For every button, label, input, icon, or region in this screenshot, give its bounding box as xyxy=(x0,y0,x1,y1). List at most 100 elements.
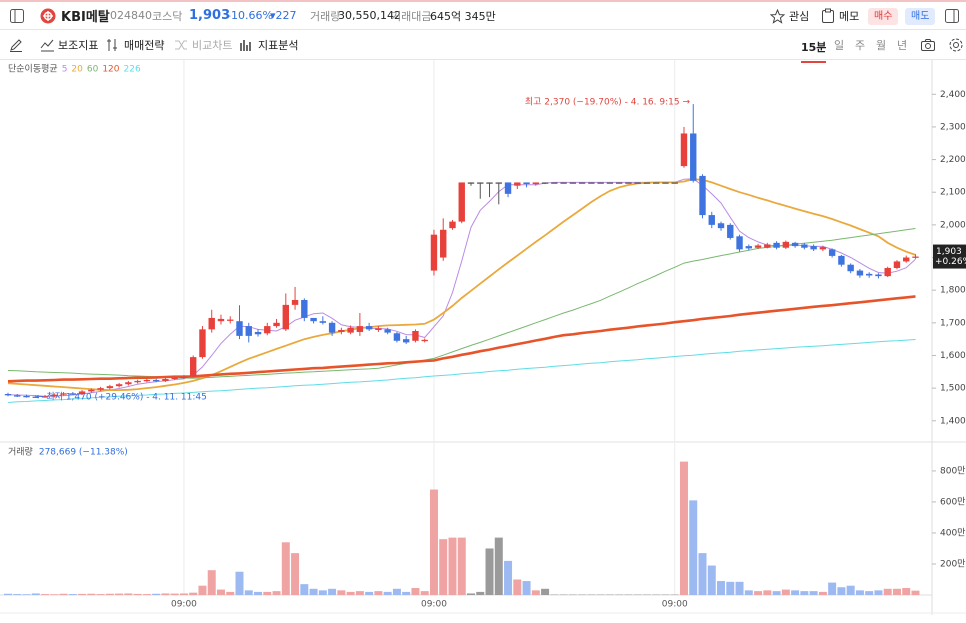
candle-body xyxy=(671,182,678,184)
volume-bar xyxy=(717,581,726,595)
volume-bar xyxy=(911,590,920,595)
strategy-icon[interactable] xyxy=(106,38,120,52)
moving-average-line xyxy=(7,295,916,383)
draw-icon[interactable] xyxy=(9,38,23,52)
x-tick-label: 09:00 xyxy=(421,600,447,610)
volume-bar xyxy=(698,553,707,595)
candle-body xyxy=(754,245,762,248)
candle-body xyxy=(245,326,252,336)
candle-body xyxy=(819,247,827,250)
volume-bar xyxy=(13,594,22,595)
low-annotation: ← 최저 1,470 (+29.46%) - 4. 11. 11:45 xyxy=(36,392,207,403)
period-tab[interactable]: 월 xyxy=(876,38,887,52)
sidebar-icon[interactable] xyxy=(9,8,25,24)
price-tag-value: 1,903 xyxy=(936,247,962,257)
header-bar: KBI메탈 024840 코스닥 1,903 -10.66% ▾227 거래량 … xyxy=(0,0,966,30)
volume-bar xyxy=(328,588,337,595)
candle-body xyxy=(227,319,234,321)
watch-button[interactable]: 관심 xyxy=(789,9,810,23)
volume-bar xyxy=(152,593,161,595)
period-tab[interactable]: 일 xyxy=(834,38,845,52)
candle-body xyxy=(912,256,919,258)
candle-body xyxy=(875,274,882,277)
candle-body xyxy=(393,333,401,341)
candle-body xyxy=(551,182,558,184)
volume-bar xyxy=(800,591,809,595)
volume-bar xyxy=(207,570,216,595)
volume-bar xyxy=(226,591,235,595)
moving-average-line xyxy=(7,178,916,397)
volume-bar xyxy=(161,593,170,595)
volume-bar xyxy=(494,537,503,595)
volume-bar xyxy=(392,588,401,595)
candle-body xyxy=(115,384,123,387)
candle-body xyxy=(893,261,901,268)
candle-body xyxy=(625,182,632,184)
candle-body xyxy=(152,379,160,382)
legend-entry: 120 xyxy=(102,65,119,75)
candle-body xyxy=(578,182,586,184)
volume-bar xyxy=(726,581,735,595)
y-tick-label: 2,200 xyxy=(940,155,966,165)
volume-bar xyxy=(828,582,837,595)
period-tab[interactable]: 주 xyxy=(855,38,866,52)
period-tab[interactable]: 년 xyxy=(897,38,908,52)
volume-bar xyxy=(300,584,309,595)
stock-logo xyxy=(40,8,56,24)
settings-icon[interactable] xyxy=(948,37,964,53)
memo-icon[interactable] xyxy=(821,8,835,24)
x-tick-label: 09:00 xyxy=(171,600,197,610)
candle-body xyxy=(884,267,891,277)
legend-entry: 226 xyxy=(124,65,141,75)
analysis-icon[interactable] xyxy=(239,38,254,52)
amount-label: 거래대금 xyxy=(391,9,432,23)
candle-body xyxy=(643,182,651,184)
candle-body xyxy=(588,182,595,184)
y-tick-label: 2,400 xyxy=(940,90,966,100)
memo-button[interactable]: 메모 xyxy=(839,9,860,23)
volume-bar xyxy=(105,593,114,595)
buy-button[interactable]: 매수 xyxy=(868,8,899,25)
change: ▾227 xyxy=(270,9,297,22)
candle-body xyxy=(106,386,114,389)
volume-bar xyxy=(50,594,59,595)
y-tick-label: 1,500 xyxy=(940,384,966,394)
volume-bar xyxy=(429,489,438,595)
toolbar-item[interactable]: 지표분석 xyxy=(258,38,299,52)
candle-body xyxy=(773,242,780,248)
legend-entry: 5 xyxy=(62,65,68,75)
x-tick-label: 09:00 xyxy=(662,600,688,610)
volume-bar xyxy=(439,539,448,595)
candle-body xyxy=(338,330,345,332)
y-tick-label: 1,400 xyxy=(940,416,966,426)
candle-body xyxy=(60,393,67,395)
star-icon[interactable] xyxy=(770,9,785,24)
candle-body xyxy=(134,380,141,383)
candle-body xyxy=(319,321,327,323)
volume-bar xyxy=(531,590,540,595)
volume-bar xyxy=(457,537,466,595)
market: 코스닥 xyxy=(152,9,183,23)
candle-body xyxy=(708,215,715,225)
candle-body xyxy=(504,182,512,194)
candle-body xyxy=(847,264,854,272)
panel-icon[interactable] xyxy=(944,8,960,24)
indicator-icon[interactable] xyxy=(40,38,55,52)
toolbar-item[interactable]: 매매전략 xyxy=(124,38,165,52)
candle-body xyxy=(653,182,660,184)
candle-body xyxy=(662,182,669,184)
candle-body xyxy=(254,331,262,335)
stock-code: 024840 xyxy=(110,9,152,22)
volume-bar xyxy=(179,593,188,595)
toolbar-item[interactable]: 보조지표 xyxy=(58,38,99,52)
volume-bar xyxy=(892,588,901,595)
candle-body xyxy=(32,396,39,398)
sell-button[interactable]: 매도 xyxy=(905,8,936,25)
volume-bar xyxy=(318,590,327,595)
volume-bar xyxy=(420,591,429,595)
period-tab[interactable]: 15분 xyxy=(801,39,827,63)
volume-bar xyxy=(679,461,688,595)
camera-icon[interactable] xyxy=(920,38,936,52)
volume-bar xyxy=(541,588,550,595)
candle-body xyxy=(523,182,530,185)
